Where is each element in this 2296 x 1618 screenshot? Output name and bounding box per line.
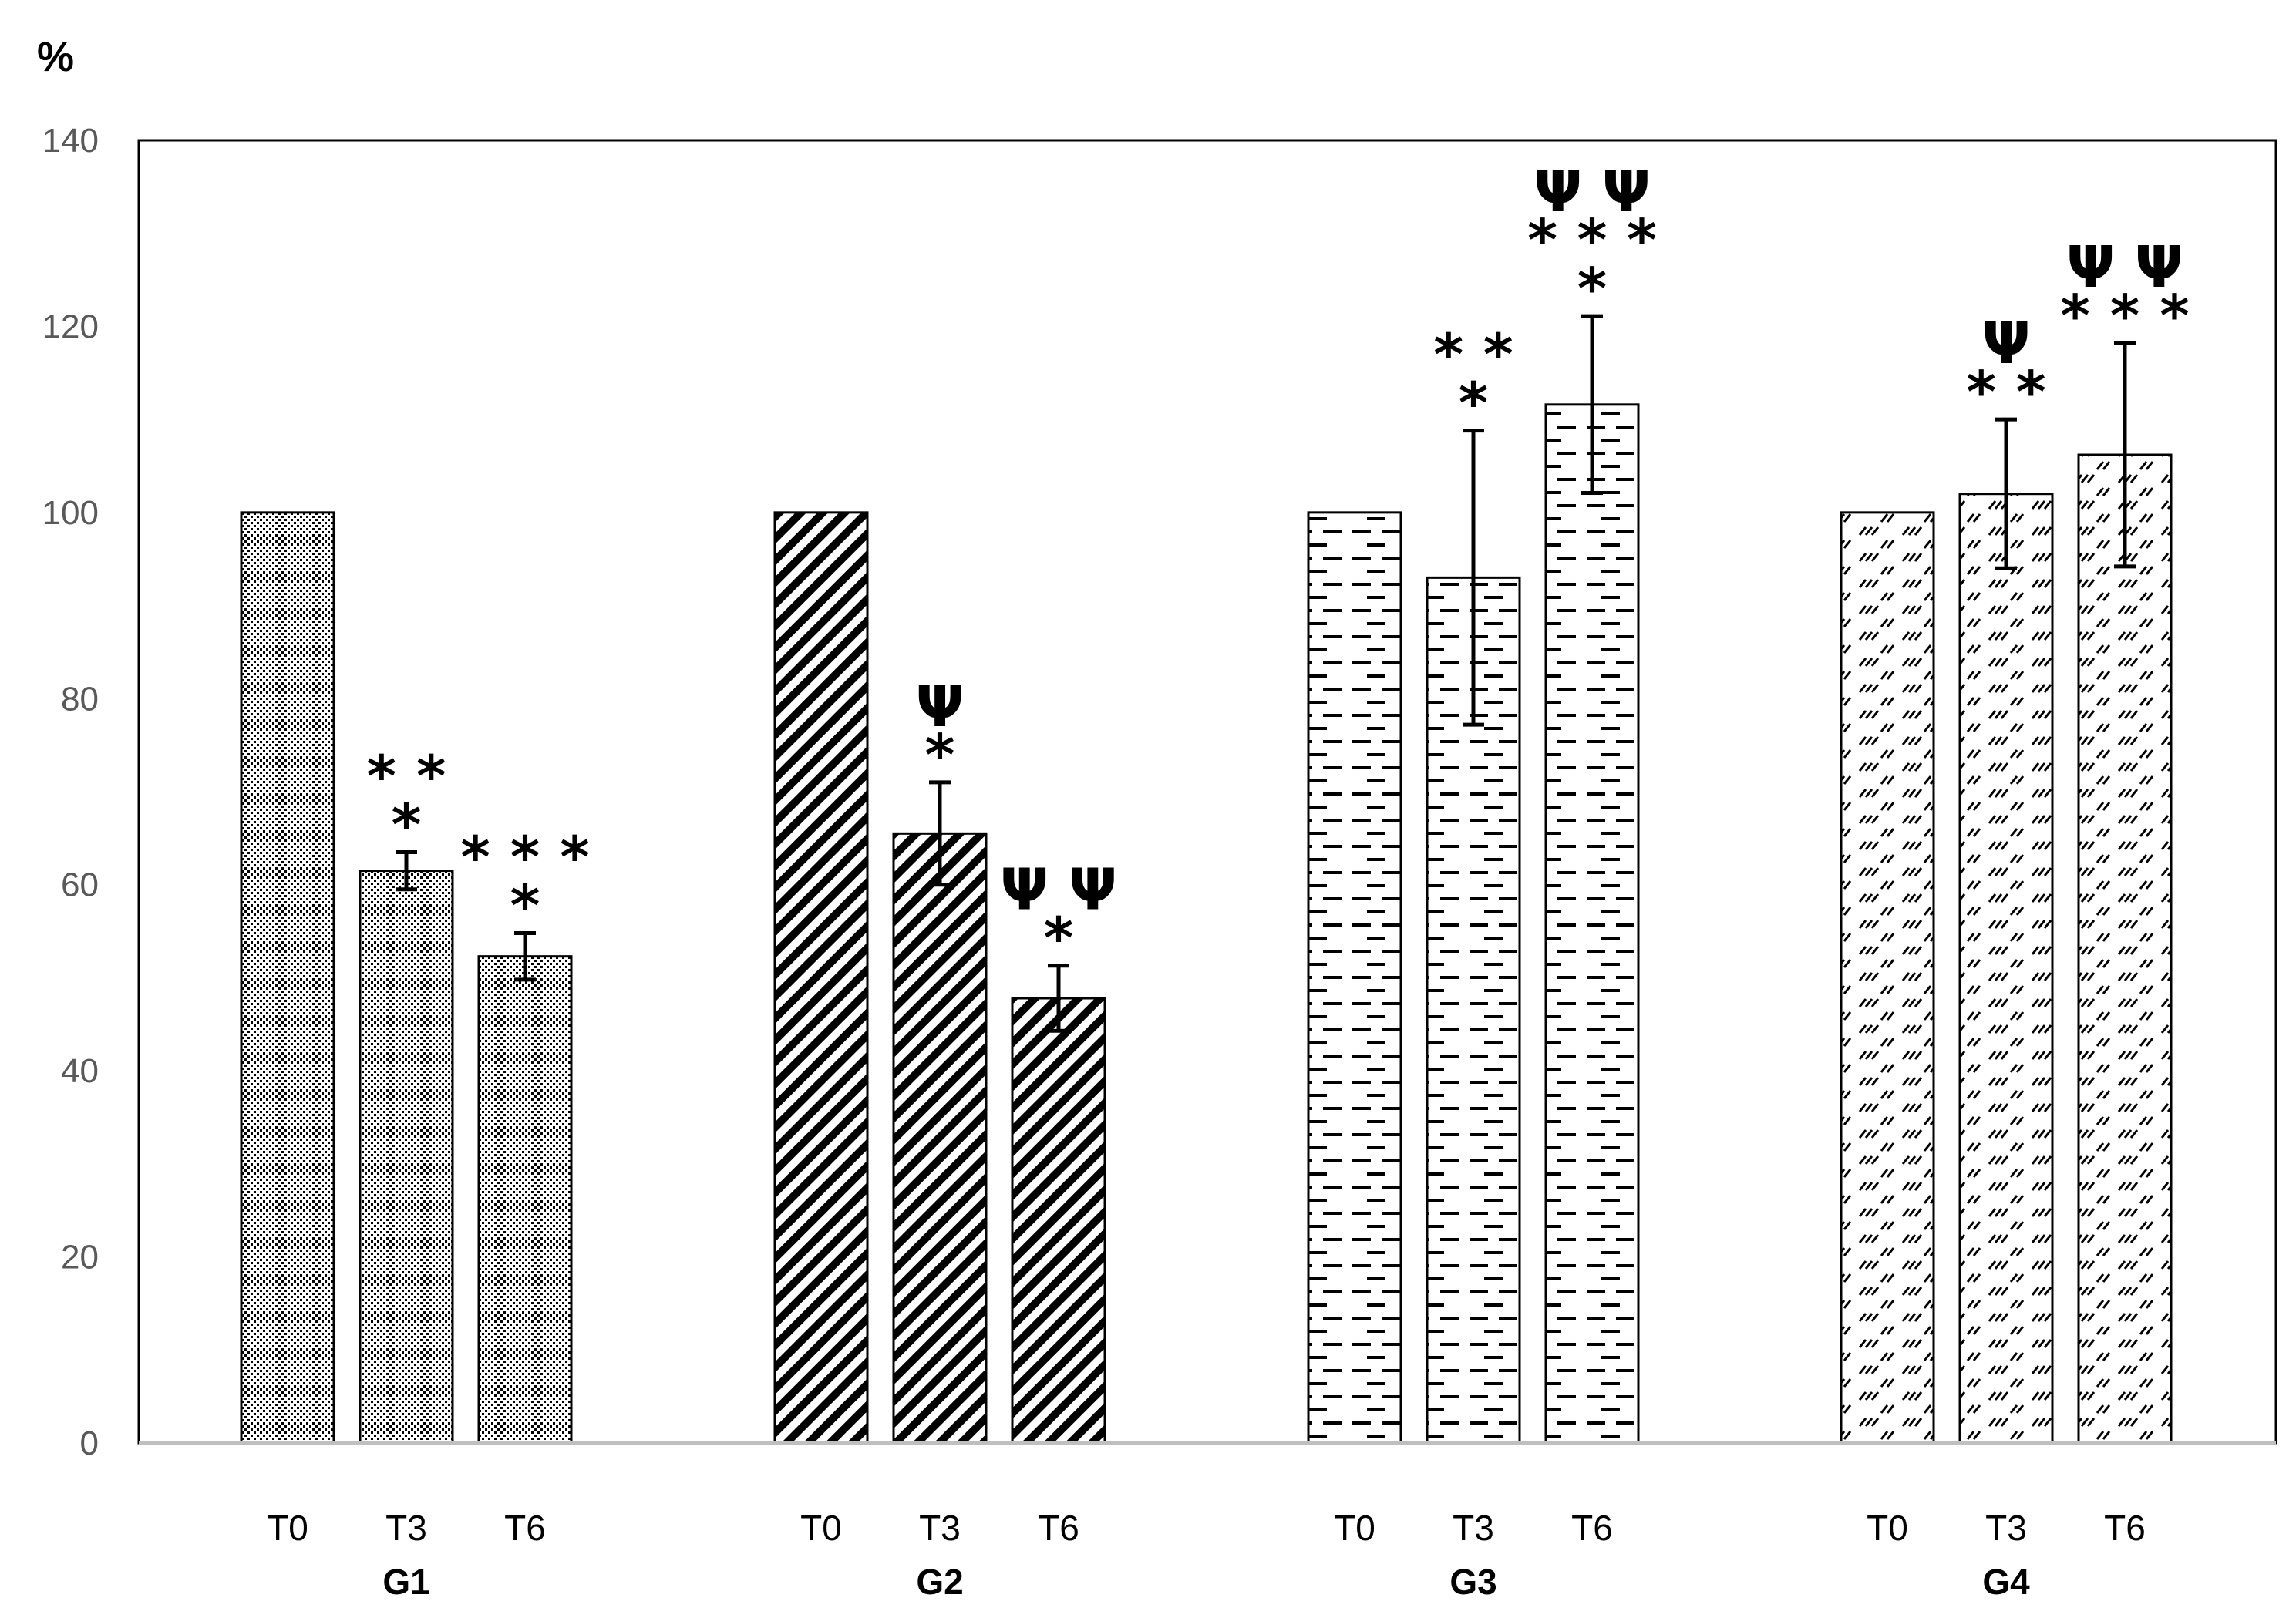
x-tick-label: T0 — [800, 1508, 842, 1548]
bar-g4-t6 — [2077, 453, 2173, 1445]
x-tick-label: T0 — [1334, 1508, 1375, 1548]
group-label: G1 — [382, 1562, 429, 1602]
bar-g1-t6 — [477, 955, 573, 1445]
significance-mark: Ψ — [1982, 311, 2031, 377]
x-tick-label: T0 — [267, 1508, 308, 1548]
error-bar-g4-t6 — [2114, 341, 2136, 569]
error-bar-g3-t3 — [1463, 429, 1484, 727]
bars-layer — [240, 403, 2173, 1445]
bar-g1-t0 — [240, 511, 335, 1445]
x-tick-label: T6 — [2104, 1508, 2146, 1548]
y-tick-label: 140 — [42, 122, 99, 160]
x-tick-label: T3 — [1985, 1508, 2027, 1548]
y-tick-label: 20 — [61, 1239, 99, 1277]
y-tick-label: 40 — [61, 1052, 99, 1090]
error-bar-g1-t6 — [514, 930, 536, 982]
x-axis-labels: T0 T3 T6 G1 T0 T3 T6 G2 T0 T3 T6 G3 T0 T3 T6 G4 — [267, 1508, 2146, 1602]
error-bar-g1-t3 — [396, 849, 417, 892]
significance-mark: * — [1459, 371, 1489, 437]
error-bars-layer — [396, 314, 2136, 1033]
bar-g2-t3 — [892, 832, 988, 1445]
bar-g2-t6 — [1011, 997, 1106, 1445]
bar-g2-t0 — [773, 511, 869, 1445]
error-bar-g4-t3 — [1995, 417, 2017, 570]
plot-frame — [137, 139, 2277, 1445]
significance-mark: * * — [1433, 322, 1513, 389]
significance-mark: * — [925, 722, 955, 789]
significance-mark: * * — [1966, 359, 2045, 426]
y-tick-label: 120 — [42, 308, 99, 345]
group-label: G2 — [916, 1562, 963, 1602]
y-axis-ticks: 0 20 40 60 80 100 120 140 — [42, 122, 99, 1462]
significance-mark: * — [1044, 906, 1074, 972]
significance-mark: * — [1577, 256, 1608, 322]
y-tick-label: 60 — [61, 866, 99, 904]
significance-mark: * * — [366, 743, 446, 809]
y-tick-label: 100 — [42, 494, 99, 532]
error-bar-g3-t6 — [1581, 314, 1603, 496]
significance-mark: * * * — [460, 824, 590, 890]
y-tick-label: 80 — [61, 680, 99, 718]
y-tick-label: 0 — [80, 1425, 99, 1462]
bar-g3-t6 — [1544, 403, 1640, 1445]
x-tick-label: T6 — [1571, 1508, 1613, 1548]
group-label: G3 — [1449, 1562, 1496, 1602]
group-label: G4 — [1982, 1562, 2030, 1602]
bar-g1-t3 — [359, 870, 454, 1445]
significance-mark: Ψ Ψ — [2066, 234, 2183, 301]
x-tick-label: T6 — [1038, 1508, 1079, 1548]
significance-mark: Ψ — [916, 674, 965, 740]
error-bar-g2-t3 — [929, 780, 951, 887]
significance-mark: Ψ Ψ — [1000, 857, 1117, 923]
significance-mark: * * * — [1527, 207, 1657, 274]
bar-g4-t0 — [1840, 511, 1935, 1445]
significance-mark: * * * — [2060, 283, 2190, 349]
significance-mark: * — [392, 792, 422, 858]
x-tick-label: T0 — [1867, 1508, 1908, 1548]
annotations-layer: * ** * * **Ψ*Ψ Ψ** **Ψ Ψ* * **Ψ* *Ψ Ψ* * … — [366, 159, 2189, 972]
significance-mark: Ψ Ψ — [1533, 159, 1651, 225]
x-tick-label: T3 — [919, 1508, 961, 1548]
x-tick-label: T3 — [385, 1508, 427, 1548]
x-tick-label: T6 — [504, 1508, 546, 1548]
significance-mark: * — [510, 873, 540, 939]
error-bar-g2-t6 — [1048, 964, 1069, 1033]
bar-g4-t3 — [1958, 493, 2054, 1445]
x-tick-label: T3 — [1453, 1508, 1494, 1548]
bar-g3-t0 — [1307, 511, 1402, 1445]
y-axis-unit: % — [37, 34, 74, 80]
